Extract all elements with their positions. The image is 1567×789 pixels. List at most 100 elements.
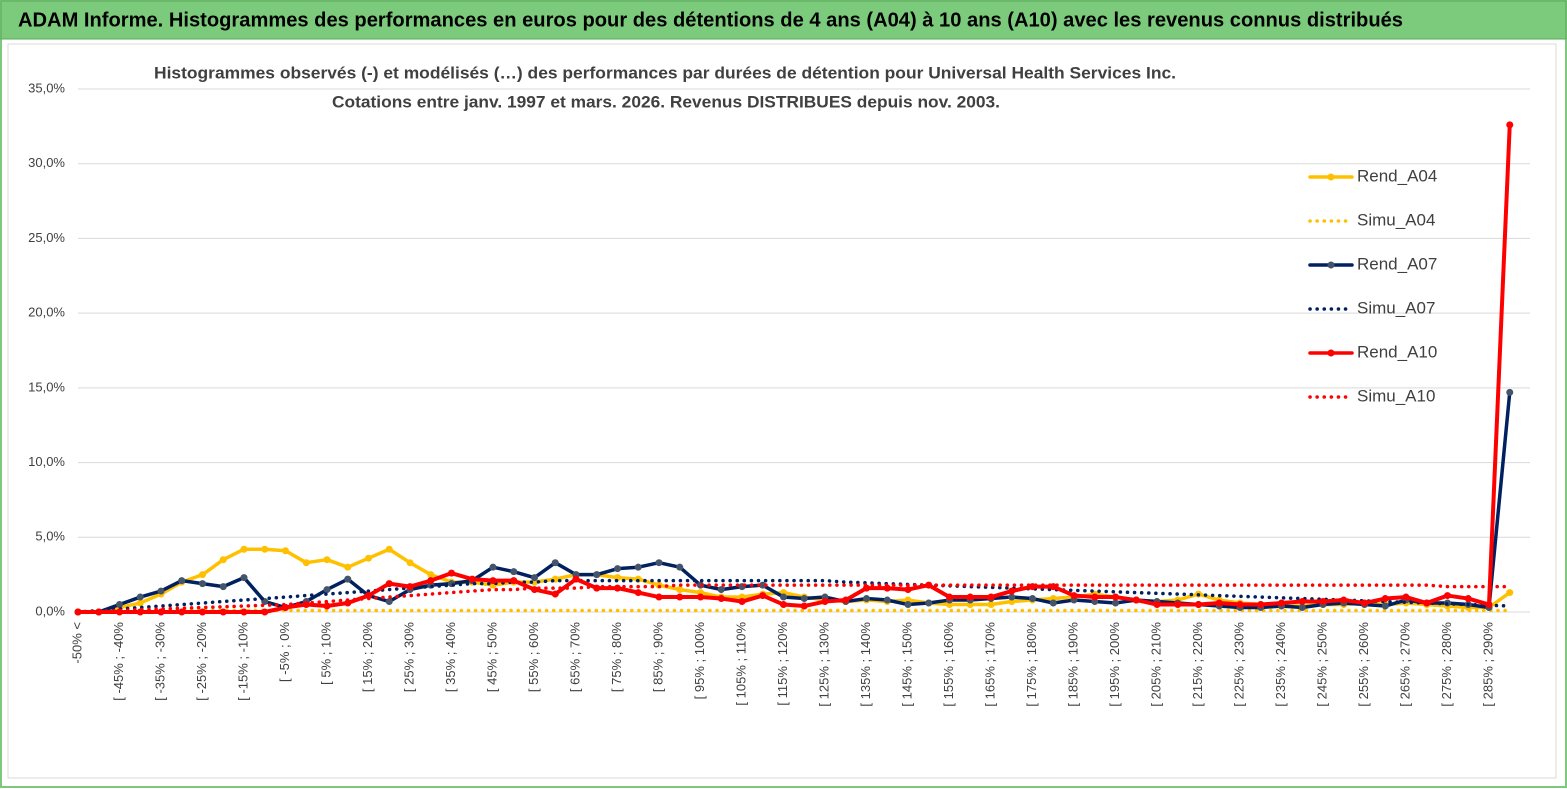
point — [1070, 592, 1078, 600]
point — [240, 574, 248, 582]
y-tick-label: 30,0% — [28, 155, 65, 170]
point — [883, 596, 891, 604]
point — [344, 563, 352, 571]
point — [655, 559, 663, 567]
point — [780, 601, 787, 609]
point — [717, 586, 725, 594]
point — [427, 571, 435, 579]
point — [1278, 599, 1285, 607]
x-tick-label: [ 155% ; 160% — [941, 622, 956, 707]
x-tick-label: [ 125% ; 130% — [816, 622, 831, 707]
x-tick-label: [ 255% ; 260% — [1356, 622, 1371, 707]
y-tick-label: 15,0% — [28, 379, 65, 394]
point — [1402, 593, 1410, 601]
y-tick-label: 25,0% — [28, 230, 65, 245]
point — [655, 593, 663, 601]
legend-label: Simu_A04 — [1357, 210, 1435, 229]
point — [448, 569, 455, 577]
point — [1381, 595, 1389, 603]
y-tick-label: 35,0% — [28, 80, 65, 95]
point — [1215, 599, 1223, 607]
observed-line — [76, 390, 1512, 614]
chart-title: Histogrammes observés (-) et modélisés (… — [154, 63, 1176, 82]
x-tick-label: [ 115% ; 120% — [775, 622, 790, 706]
chart-area — [7, 43, 1557, 779]
point — [966, 593, 974, 601]
x-tick-label: [ 135% ; 140% — [858, 622, 873, 707]
x-tick-label: [ 145% ; 150% — [899, 622, 914, 707]
point — [136, 599, 144, 607]
point — [1132, 596, 1140, 604]
point — [468, 575, 476, 583]
x-tick-label: [ 175% ; 180% — [1024, 622, 1039, 707]
x-tick-label: [ 95% ; 100% — [692, 622, 707, 700]
point — [323, 586, 331, 594]
point — [302, 559, 310, 567]
x-tick-label: [ 15% ; 20% — [360, 622, 375, 693]
point — [1029, 595, 1036, 603]
point — [800, 602, 808, 610]
point — [344, 575, 352, 583]
point — [717, 595, 725, 603]
point — [676, 593, 684, 601]
point — [1423, 599, 1431, 607]
observed-line — [76, 122, 1512, 614]
point — [510, 568, 518, 576]
point — [1112, 593, 1119, 601]
point — [1257, 601, 1265, 609]
chart-subtitle: Cotations entre janv. 1997 et mars. 2026… — [332, 92, 1000, 111]
x-tick-label: -50% < — [69, 622, 84, 664]
x-tick-label: [ 185% ; 190% — [1065, 622, 1080, 707]
point — [261, 545, 269, 553]
point — [759, 581, 767, 589]
point — [551, 559, 559, 567]
x-tick-label: [ 65% ; 70% — [567, 622, 582, 693]
x-tick-label: [ 5% ; 10% — [318, 622, 333, 685]
x-tick-label: [ 55% ; 60% — [526, 622, 541, 693]
point — [240, 545, 248, 553]
point — [1464, 595, 1472, 603]
point — [365, 592, 372, 600]
point — [385, 580, 393, 588]
header-title: ADAM Informe. Histogrammes des performan… — [18, 9, 1403, 31]
legend-marker — [1327, 173, 1335, 181]
point — [427, 577, 435, 585]
point — [385, 545, 393, 553]
x-tick-label: [ 85% ; 90% — [650, 622, 665, 693]
x-tick-label: [ 195% ; 200% — [1107, 622, 1122, 707]
point — [1153, 601, 1161, 609]
point — [1008, 593, 1016, 601]
point — [1008, 587, 1016, 595]
point — [946, 593, 953, 601]
point — [1049, 599, 1057, 607]
simulated-line — [76, 608, 1512, 614]
point — [759, 592, 767, 600]
point — [199, 571, 206, 579]
point — [1506, 388, 1514, 396]
point — [489, 577, 497, 585]
point — [904, 586, 912, 594]
point — [199, 608, 206, 616]
point — [842, 596, 850, 604]
simulated-line — [76, 578, 1512, 614]
point — [987, 593, 995, 601]
point — [904, 601, 912, 609]
point — [219, 556, 227, 564]
point — [406, 559, 414, 567]
point — [178, 608, 186, 616]
point — [697, 593, 704, 601]
x-tick-label: [ 245% ; 250% — [1314, 622, 1329, 707]
point — [219, 583, 227, 591]
x-tick-label: [ -15% ; -10% — [235, 622, 250, 701]
x-tick-label: [ 275% ; 280% — [1439, 622, 1454, 707]
point — [531, 574, 538, 582]
point — [116, 601, 123, 609]
point — [261, 608, 269, 616]
point — [219, 608, 227, 616]
x-tick-label: [ -5% ; 0% — [277, 622, 292, 682]
point — [1319, 598, 1327, 606]
y-tick-label: 5,0% — [35, 529, 65, 544]
y-tick-label: 10,0% — [28, 454, 65, 469]
point — [365, 554, 372, 562]
